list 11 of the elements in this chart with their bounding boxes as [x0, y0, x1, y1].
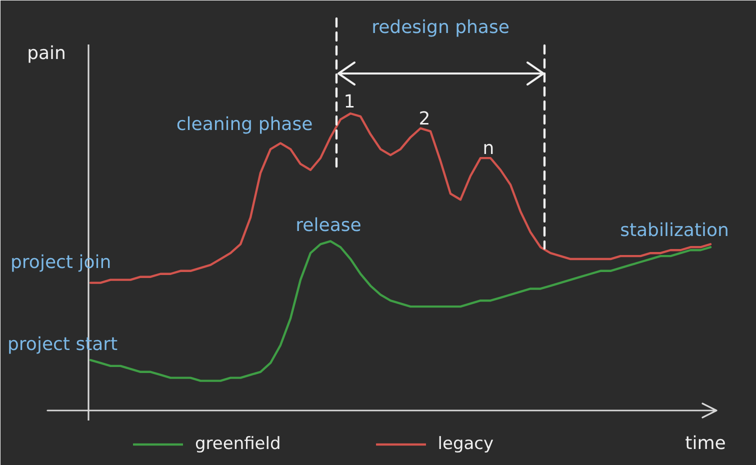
annotation: cleaning phase — [176, 114, 313, 135]
text: 1 — [344, 92, 356, 112]
annotation: release — [296, 215, 362, 236]
annotation: stabilization — [620, 220, 729, 241]
text: redesign phase — [372, 17, 510, 38]
annotation: 2 — [418, 108, 430, 130]
legend-label: legacy — [438, 434, 494, 454]
y-axis-title: pain — [27, 43, 66, 64]
annotation: n — [482, 138, 494, 159]
x-axis-title: time — [685, 433, 726, 454]
legend-label: greenfield — [195, 434, 281, 454]
